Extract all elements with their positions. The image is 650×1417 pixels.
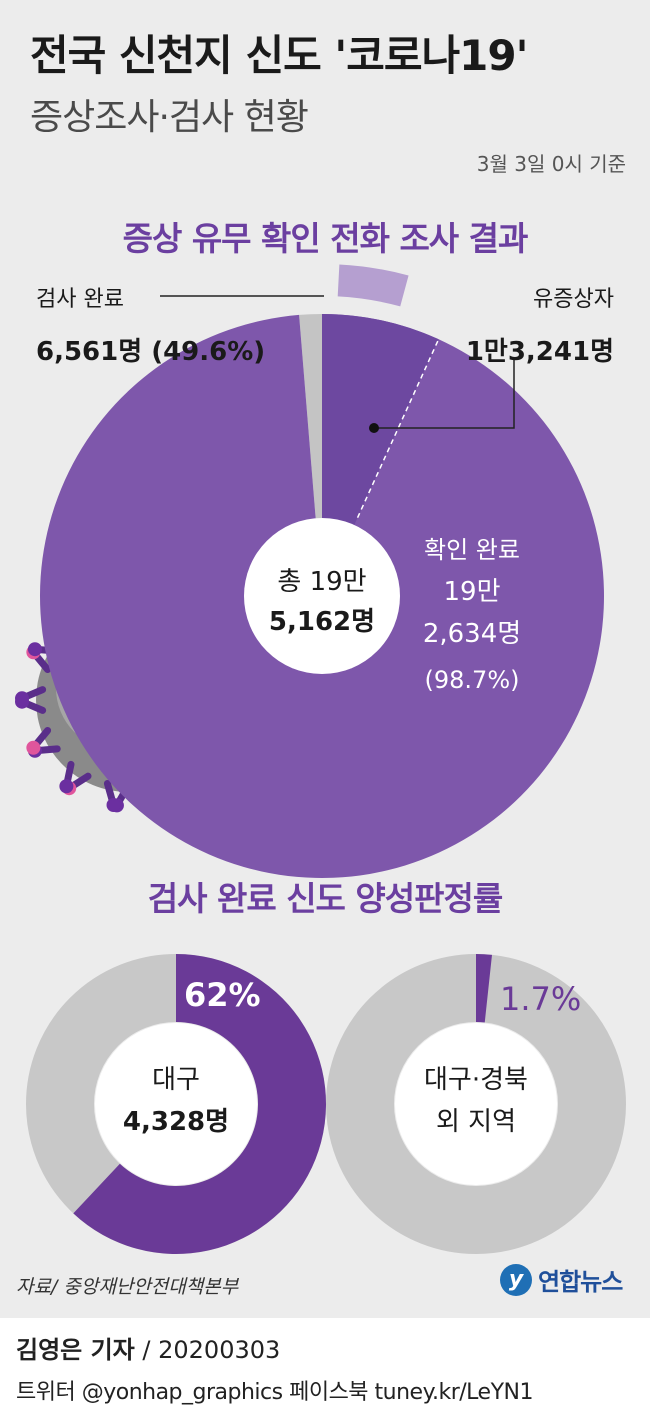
main-pie-center (244, 518, 400, 674)
donut-value-arc (73, 954, 326, 1254)
source-note: 자료/ 중앙재난안전대책본부 (16, 1276, 239, 1298)
reporter-name: 김영은 기자 (16, 1336, 135, 1364)
main-pie-chart (40, 264, 605, 879)
symptomatic-boundary (356, 338, 440, 519)
other-region-label2: 외 지역 (436, 1107, 516, 1137)
symptomatic-label: 유증상자 (533, 287, 614, 312)
daegu-label: 대구 (152, 1065, 200, 1095)
confirmed-value1: 19만 (443, 577, 500, 607)
social-links: 트위터 @yonhap_graphics 페이스북 tuney.kr/LeYN1 (16, 1380, 533, 1405)
as-of-date: 3월 3일 0시 기준 (476, 152, 626, 176)
other-region-label1: 대구·경북 (424, 1065, 528, 1095)
total-value: 5,162명 (269, 607, 375, 637)
reporter-date: / 20200303 (134, 1336, 281, 1364)
daegu-percent: 62% (184, 976, 261, 1014)
daegu-count: 4,328명 (123, 1107, 229, 1137)
right-leader-line (374, 360, 515, 429)
tested-label: 검사 완료 (36, 287, 124, 312)
brand: y 연합뉴스 (500, 1262, 623, 1297)
daegu-donut (26, 954, 326, 1254)
page-subtitle: 증상조사·검사 현황 (30, 97, 309, 138)
confirmed-label: 확인 완료 (424, 536, 520, 564)
donut-value-arc (476, 954, 492, 1023)
other-region-percent: 1.7% (500, 980, 581, 1018)
other-region-donut (326, 954, 626, 1254)
slice-tested (337, 264, 409, 307)
reporter-line: 김영은 기자 / 20200303 (16, 1330, 280, 1365)
page-title: 전국 신천지 신도 '코로나19' (30, 31, 528, 80)
confirmed-percent: (98.7%) (425, 666, 520, 694)
section1-title: 증상 유무 확인 전화 조사 결과 (122, 219, 529, 258)
total-label: 총 19만 (277, 567, 366, 597)
leader-dot (369, 423, 379, 433)
brand-name: 연합뉴스 (538, 1268, 623, 1296)
yonhap-logo-icon: y (500, 1263, 532, 1296)
confirmed-value2: 2,634명 (423, 619, 521, 649)
tested-value: 6,561명 (49.6%) (36, 337, 265, 367)
section2-title: 검사 완료 신도 양성판정률 (147, 879, 503, 918)
donut-center (95, 1023, 257, 1185)
donut-center (395, 1023, 557, 1185)
chart-canvas: 검사 완료 6,561명 (49.6%) 유증상자 1만3,241명 총 19만… (15, 264, 626, 1254)
symptomatic-value: 1만3,241명 (466, 337, 614, 367)
